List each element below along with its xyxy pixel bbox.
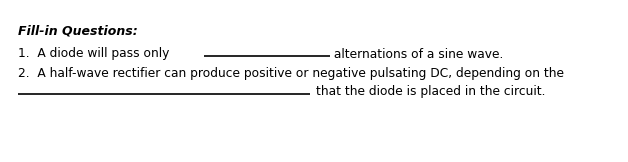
Text: 2.  A half-wave rectifier can produce positive or negative pulsating DC, dependi: 2. A half-wave rectifier can produce pos… [18,68,564,81]
Text: alternations of a sine wave.: alternations of a sine wave. [330,47,504,60]
Text: 1.  A diode will pass only: 1. A diode will pass only [18,47,173,60]
Text: that the diode is placed in the circuit.: that the diode is placed in the circuit. [316,86,546,98]
Text: Fill-in Questions:: Fill-in Questions: [18,24,138,37]
